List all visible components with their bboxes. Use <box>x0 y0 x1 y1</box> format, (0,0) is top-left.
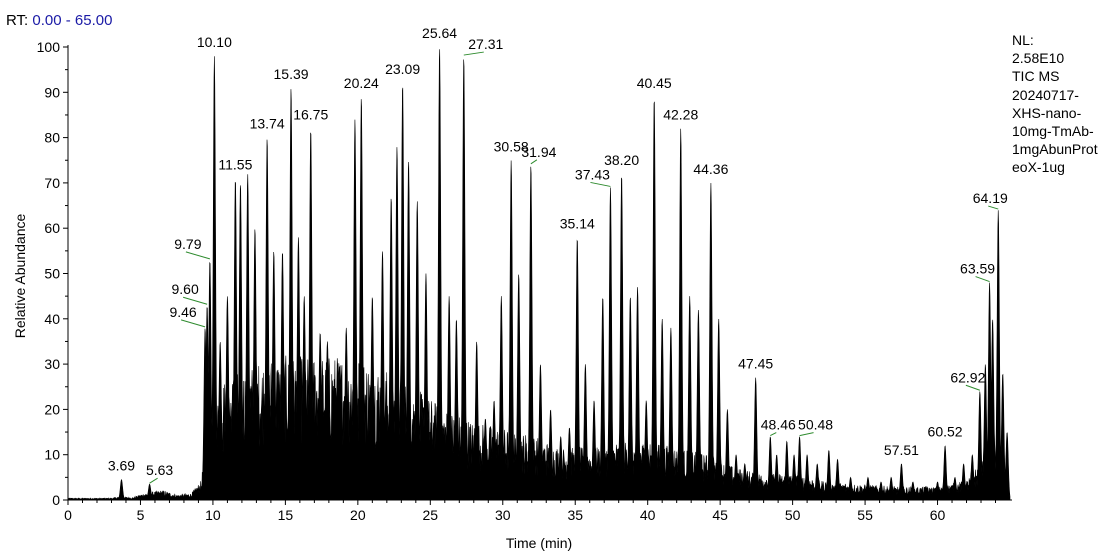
x-tick-label: 40 <box>640 507 656 523</box>
rt-label: RT: <box>6 12 29 29</box>
peak-label: 13.74 <box>250 116 285 132</box>
peak-leader-line <box>975 276 990 283</box>
y-tick-label: 60 <box>44 220 60 236</box>
peak-label: 23.09 <box>385 61 420 77</box>
peak-label: 47.45 <box>738 356 773 372</box>
y-tick-label: 20 <box>44 401 60 417</box>
scan-info-box: NL: 2.58E10 TIC MS 20240717- XHS-nano- 10mg-T… <box>1012 31 1098 177</box>
y-tick-label: 80 <box>44 130 60 146</box>
peak-label: 20.24 <box>344 75 379 91</box>
rt-range-value: 0.00 - 65.00 <box>32 12 113 29</box>
scan-info-line: eoX-1ug <box>1012 159 1065 176</box>
peak-label: 44.36 <box>693 161 728 177</box>
x-tick-label: 20 <box>350 507 366 523</box>
peak-label: 37.43 <box>575 166 610 182</box>
y-tick-label: 50 <box>44 266 60 282</box>
peak-leader-line <box>182 296 208 305</box>
peak-label: 62.92 <box>950 369 985 385</box>
peak-label: 11.55 <box>218 156 252 172</box>
scan-info-line: 10mg-TmAb- <box>1012 123 1094 140</box>
peak-label: 10.10 <box>197 34 232 50</box>
peak-label: 38.20 <box>604 152 639 168</box>
x-axis-title: Time (min) <box>506 535 572 551</box>
x-tick-label: 45 <box>712 507 728 523</box>
peak-leader-line <box>988 205 999 210</box>
peak-label: 48.46 <box>761 417 796 433</box>
x-tick-label: 35 <box>567 507 583 523</box>
peak-label: 42.28 <box>663 107 698 123</box>
x-tick-label: 10 <box>205 507 221 523</box>
peak-leader-line <box>185 251 211 260</box>
peak-label: 40.45 <box>637 75 672 91</box>
peak-label: 31.94 <box>521 144 556 160</box>
x-tick-label: 30 <box>495 507 511 523</box>
chromatogram-trace-group <box>67 49 1011 501</box>
axes-group: 0 10 20 30 40 50 60 70 80 90 100 0 5 10 15 20 25 30 35 40 45… <box>37 39 1012 523</box>
peak-leader-line <box>530 159 538 165</box>
rt-range-header: RT: 0.00 - 65.00 <box>6 12 112 29</box>
x-tick-label: 0 <box>64 507 72 523</box>
scan-info-line: 20240717- <box>1012 86 1079 103</box>
peak-label: 50.48 <box>798 417 833 433</box>
y-tick-label: 10 <box>44 447 60 463</box>
x-tick-label: 50 <box>785 507 801 523</box>
scan-info-line: TIC MS <box>1012 68 1060 85</box>
peak-leader-line <box>770 432 777 437</box>
peak-label: 57.51 <box>884 442 919 458</box>
y-tick-label: 70 <box>44 175 60 191</box>
x-tick-label: 60 <box>930 507 946 523</box>
peak-leader-line <box>463 51 484 56</box>
peak-leader-line <box>590 181 611 187</box>
peak-leader-line <box>180 319 206 328</box>
y-tick-label: 100 <box>37 39 61 55</box>
chromatogram-trace <box>67 49 1011 501</box>
y-tick-label: 0 <box>52 492 60 508</box>
peak-label: 35.14 <box>560 215 595 231</box>
y-tick-label: 90 <box>44 84 60 100</box>
peak-label: 16.75 <box>293 107 328 123</box>
peak-label: 30.58 <box>494 138 529 154</box>
peak-leader-line <box>149 477 158 484</box>
peak-label: 25.64 <box>422 25 457 41</box>
peak-label: 5.63 <box>146 462 173 478</box>
x-tick-label: 15 <box>278 507 294 523</box>
peak-label: 3.69 <box>108 458 135 474</box>
y-axis-title: Relative Abundance <box>12 214 28 339</box>
peak-label: 9.60 <box>172 281 199 297</box>
y-tick-label: 30 <box>44 356 60 372</box>
peak-label: 9.46 <box>169 304 196 320</box>
scan-info-line: XHS-nano- <box>1012 104 1082 121</box>
peak-leader-line <box>965 384 981 391</box>
scan-info-line: NL: <box>1012 32 1034 48</box>
peak-labels-group: 3.69 5.63 9.46 9.60 9.79 10.10 11.55 13.74 15.39… <box>108 25 1008 484</box>
peak-label: 60.52 <box>928 424 963 440</box>
y-tick-label: 40 <box>44 311 60 327</box>
peak-label: 15.39 <box>274 66 309 82</box>
x-tick-label: 5 <box>137 507 145 523</box>
x-tick-label: 55 <box>857 507 873 523</box>
scan-info-line: 1mgAbunProt <box>1012 141 1098 158</box>
peak-label: 27.31 <box>468 36 503 52</box>
peak-label: 64.19 <box>973 190 1008 206</box>
x-tick-label: 25 <box>423 507 439 523</box>
peak-leader-line <box>799 432 814 437</box>
peak-label: 9.79 <box>174 236 201 252</box>
peak-label: 63.59 <box>960 261 995 277</box>
scan-info-line: 2.58E10 <box>1012 50 1065 67</box>
